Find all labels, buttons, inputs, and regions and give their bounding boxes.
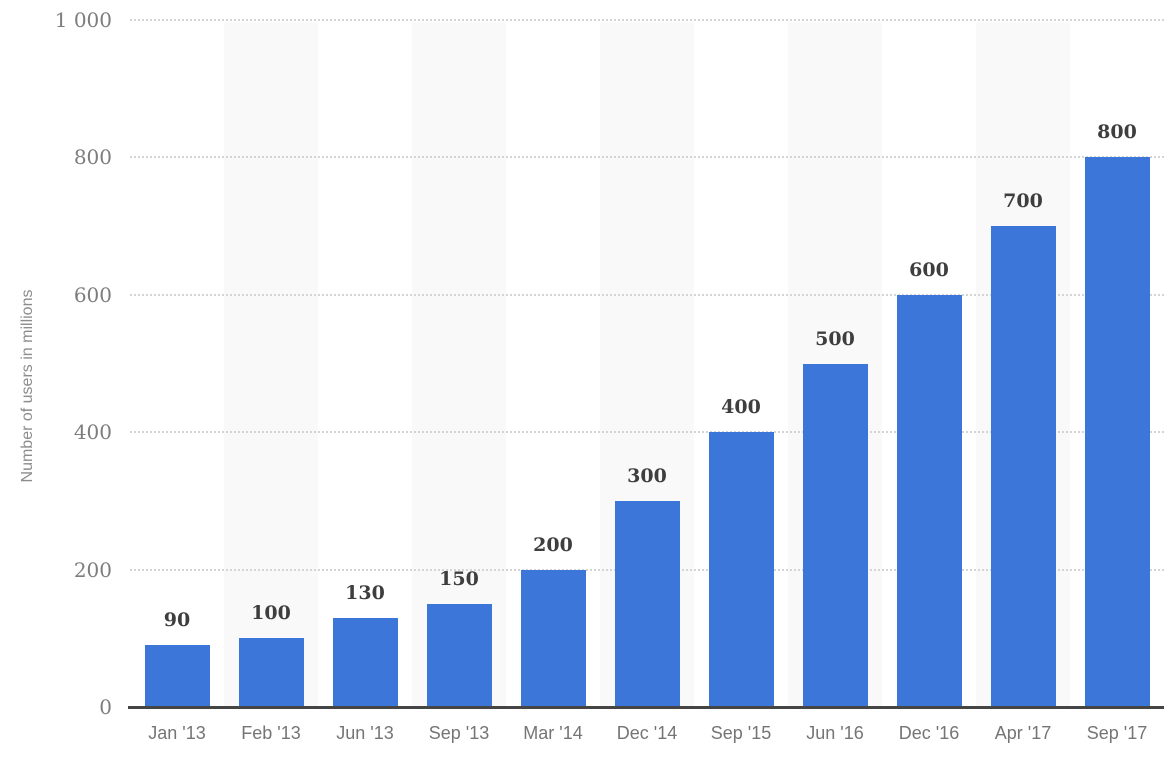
bar xyxy=(614,500,680,707)
bar xyxy=(1084,157,1150,707)
gridline xyxy=(130,156,1164,159)
bar xyxy=(144,645,210,707)
gridline xyxy=(130,293,1164,296)
bar xyxy=(990,226,1056,707)
x-tick-label: Jun '16 xyxy=(806,723,864,743)
y-tick-label: 600 xyxy=(73,282,112,307)
bar xyxy=(896,294,962,707)
x-tick-label: Jun '13 xyxy=(336,723,394,743)
x-tick-label: Mar '14 xyxy=(523,723,583,743)
bar-value-label: 400 xyxy=(721,396,761,419)
gridline xyxy=(130,431,1164,434)
x-axis-line xyxy=(128,706,1164,709)
bar-value-label: 500 xyxy=(815,327,855,350)
y-tick-label: 1 000 xyxy=(54,8,112,32)
bar-value-label: 150 xyxy=(439,567,479,590)
y-tick-label: 400 xyxy=(73,420,112,445)
x-tick-label: Apr '17 xyxy=(994,723,1052,743)
x-tick-label: Jan '13 xyxy=(148,723,206,743)
bar xyxy=(802,363,868,707)
bar-value-label: 600 xyxy=(909,258,949,281)
y-tick-label: 800 xyxy=(73,145,112,170)
y-axis-title: Number of users in millions xyxy=(19,289,36,483)
x-tick-label: Dec '16 xyxy=(898,723,960,743)
column-band xyxy=(224,22,318,707)
y-tick-label: 0 xyxy=(99,695,112,719)
bar-value-label: 300 xyxy=(627,464,667,487)
gridline xyxy=(130,19,1164,21)
x-tick-label: Sep '15 xyxy=(710,723,772,743)
bar xyxy=(238,638,304,707)
x-tick-label: Feb '13 xyxy=(241,723,301,743)
column-band xyxy=(412,22,506,707)
x-tick-label: Sep '13 xyxy=(428,723,490,743)
bar-value-label: 100 xyxy=(251,602,291,625)
bar-value-label: 800 xyxy=(1097,121,1137,144)
bar xyxy=(520,569,586,707)
bar-value-label: 90 xyxy=(163,609,191,632)
y-tick-label: 200 xyxy=(73,557,112,582)
x-tick-label: Sep '17 xyxy=(1086,723,1148,743)
bar-value-label: 700 xyxy=(1003,190,1043,213)
bar xyxy=(708,432,774,707)
bar-value-label: 200 xyxy=(533,533,573,556)
bar-value-label: 130 xyxy=(345,581,385,604)
x-tick-label: Dec '14 xyxy=(616,723,678,743)
bar xyxy=(426,603,492,707)
bar xyxy=(332,617,398,707)
